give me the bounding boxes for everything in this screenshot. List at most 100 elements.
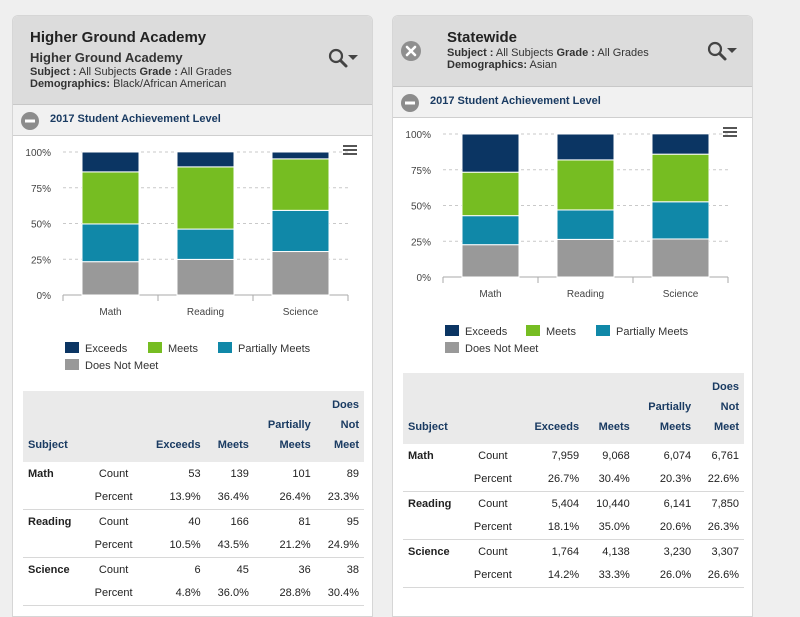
cell-exceeds: 4.8% — [141, 581, 206, 606]
legend-exceeds[interactable]: Exceeds — [65, 342, 127, 355]
legend-swatch — [65, 359, 79, 370]
cell-meets: 9,068 — [602, 449, 630, 462]
bar-segment-does-not-meet[interactable] — [461, 244, 520, 278]
cell-meets: 4,138 — [602, 545, 630, 558]
bar-segment-partially-meets[interactable] — [461, 215, 520, 246]
bar-segment-partially-meets[interactable] — [176, 228, 235, 260]
legend-swatch — [65, 342, 79, 353]
search-options-icon[interactable] — [328, 47, 362, 71]
legend-exceeds[interactable]: Exceeds — [445, 325, 507, 338]
bar-segment-meets[interactable] — [176, 166, 235, 230]
bar-segment-partially-meets[interactable] — [556, 209, 615, 240]
panel-title: Higher Ground Academy — [30, 29, 207, 46]
bar-segment-does-not-meet[interactable] — [176, 258, 235, 296]
y-tick-label: 50% — [31, 220, 51, 231]
row-label: Count — [98, 515, 129, 528]
col-partially-meets: Partially Meets — [267, 419, 311, 451]
cell-meets: 43.5% — [205, 533, 254, 558]
col-meets: Meets — [598, 421, 630, 433]
row-label: Percent — [465, 563, 521, 588]
bar-segment-does-not-meet[interactable] — [271, 251, 330, 296]
table-row-percent: Percent 13.9% 36.4% 26.4% 23.3% — [23, 485, 364, 510]
row-subject: Reading — [408, 497, 452, 510]
bar-segment-meets[interactable] — [651, 153, 710, 203]
table-row-percent: Percent 18.1% 35.0% 20.6% 26.3% — [403, 515, 744, 540]
bar-segment-does-not-meet[interactable] — [651, 238, 710, 278]
col-does-not-meet: Does Not Meet — [712, 381, 739, 433]
x-tick-label: Science — [283, 307, 319, 318]
bar-segment-does-not-meet[interactable] — [556, 238, 615, 278]
chart-menu-icon[interactable] — [720, 124, 740, 140]
bar-segment-partially-meets[interactable] — [651, 201, 710, 240]
row-label: Count — [478, 497, 508, 510]
search-options-icon[interactable] — [707, 40, 741, 64]
legend-meets[interactable]: Meets — [526, 325, 576, 338]
cell-exceeds: 5,404 — [551, 497, 580, 510]
col-exceeds: Exceeds — [534, 421, 580, 433]
subject-grade-filter: Subject : All Subjects Grade : All Grade… — [30, 66, 232, 78]
bar-segment-exceeds[interactable] — [81, 151, 140, 173]
bar-segment-exceeds[interactable] — [271, 151, 330, 160]
section-header-achievement[interactable]: 2017 Student Achievement Level — [393, 87, 752, 118]
cell-does-not-meet: 26.3% — [696, 515, 744, 540]
cell-meets: 35.0% — [584, 515, 635, 540]
bar-segment-meets[interactable] — [556, 159, 615, 211]
collapse-icon[interactable] — [401, 94, 419, 112]
row-label: Count — [98, 467, 129, 480]
cell-partially-meets: 26.4% — [253, 485, 316, 510]
cell-does-not-meet: 22.6% — [696, 467, 744, 492]
row-subject — [23, 533, 86, 558]
bar-segment-meets[interactable] — [461, 171, 520, 217]
legend-meets[interactable]: Meets — [148, 342, 198, 355]
collapse-icon[interactable] — [21, 112, 39, 130]
section-title: 2017 Student Achievement Level — [430, 95, 601, 107]
table-row-percent: Percent 14.2% 33.3% 26.0% 26.6% — [403, 563, 744, 588]
cell-exceeds: 14.2% — [520, 563, 585, 588]
bar-segment-partially-meets[interactable] — [81, 223, 140, 263]
y-tick-label: 25% — [31, 255, 51, 266]
bar-segment-meets[interactable] — [271, 158, 330, 211]
bar-segment-exceeds[interactable] — [176, 151, 235, 168]
col-label — [465, 373, 521, 444]
chart-menu-icon[interactable] — [340, 142, 360, 158]
panel-subtitle: Higher Ground Academy — [30, 50, 183, 65]
cell-exceeds: 53 — [188, 467, 201, 480]
row-subject — [403, 563, 466, 588]
achievement-chart-statewide: 0% 25% 50% 75% 100% Math Reading Science — [405, 124, 740, 300]
bar-segment-exceeds[interactable] — [556, 133, 615, 161]
cell-exceeds: 18.1% — [520, 515, 585, 540]
legend-swatch — [445, 325, 459, 336]
cell-partially-meets: 28.8% — [253, 581, 316, 606]
bar-segment-exceeds[interactable] — [461, 133, 520, 173]
cell-meets: 10,440 — [596, 497, 630, 510]
y-tick-label: 50% — [411, 202, 431, 213]
row-subject: Science — [28, 563, 70, 576]
section-header-achievement[interactable]: 2017 Student Achievement Level — [13, 105, 372, 136]
legend-partially-meets[interactable]: Partially Meets — [596, 325, 688, 338]
cell-partially-meets: 26.0% — [634, 563, 697, 588]
comparison-panel-school: Higher Ground Academy Higher Ground Acad… — [12, 15, 373, 617]
table-row-count: Math Count 53 139 101 89 — [23, 462, 364, 486]
cell-does-not-meet: 23.3% — [315, 485, 364, 510]
row-subject: Math — [408, 449, 434, 462]
row-subject: Reading — [28, 515, 72, 528]
y-tick-label: 0% — [417, 273, 432, 284]
bar-segment-meets[interactable] — [81, 171, 140, 225]
legend-does-not-meet[interactable]: Does Not Meet — [65, 359, 158, 372]
legend-partially-meets[interactable]: Partially Meets — [218, 342, 310, 355]
row-label: Count — [98, 563, 129, 576]
legend-swatch — [526, 325, 540, 336]
cell-meets: 166 — [230, 515, 249, 528]
bar-segment-partially-meets[interactable] — [271, 209, 330, 253]
bar-segment-does-not-meet[interactable] — [81, 261, 140, 296]
chart-legend: Exceeds Meets Partially Meets Does Not M… — [445, 325, 745, 365]
cell-does-not-meet: 26.6% — [696, 563, 744, 588]
col-exceeds: Exceeds — [155, 439, 201, 451]
close-icon[interactable] — [400, 40, 422, 62]
legend-does-not-meet[interactable]: Does Not Meet — [445, 342, 538, 355]
cell-partially-meets: 3,230 — [663, 545, 692, 558]
cell-partially-meets: 20.6% — [634, 515, 697, 540]
bar-segment-exceeds[interactable] — [651, 133, 710, 155]
cell-does-not-meet: 30.4% — [315, 581, 364, 606]
y-tick-label: 75% — [411, 166, 431, 177]
